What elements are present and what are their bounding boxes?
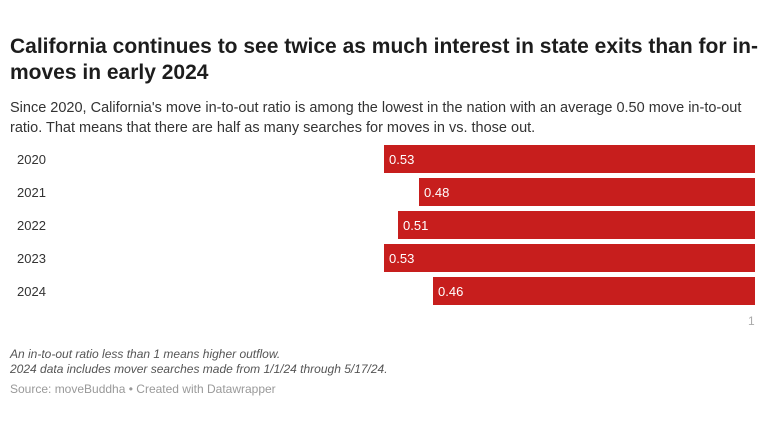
bar-chart: 2020 0.53 2021 0.48 2022 0.51 2023 0.53 2024 0.46	[17, 145, 755, 305]
note-line: An in-to-out ratio less than 1 means hig…	[10, 347, 281, 361]
note-line: 2024 data includes mover searches made f…	[10, 362, 388, 376]
bar-2024	[433, 277, 755, 305]
category-label: 2022	[17, 218, 46, 233]
chart-title: California continues to see twice as muc…	[10, 35, 759, 84]
bar-2022	[398, 211, 755, 239]
value-label: 0.46	[438, 284, 464, 299]
value-label: 0.53	[389, 251, 415, 266]
notes: An in-to-out ratio less than 1 means hig…	[10, 347, 388, 377]
value-label: 0.53	[389, 152, 415, 167]
category-label: 2023	[17, 251, 46, 266]
chart-subtitle: Since 2020, California's move in-to-out …	[10, 100, 742, 136]
bar-2020	[384, 145, 755, 173]
value-label: 0.51	[403, 218, 429, 233]
bar-2023	[384, 244, 755, 272]
x-tick-label: 1	[748, 314, 755, 328]
bar-2021	[419, 178, 755, 206]
category-label: 2024	[17, 284, 46, 299]
source-credit[interactable]: Source: moveBuddha • Created with Datawr…	[10, 382, 276, 396]
category-label: 2021	[17, 185, 46, 200]
value-label: 0.48	[424, 185, 450, 200]
category-label: 2020	[17, 152, 46, 167]
